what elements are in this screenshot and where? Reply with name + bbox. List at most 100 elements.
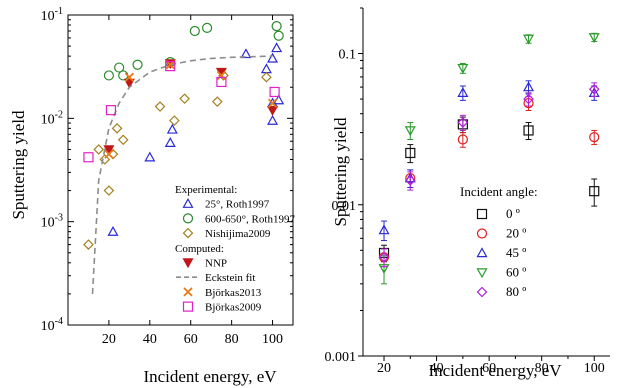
left-series [103, 59, 279, 156]
left-data-point [261, 71, 272, 83]
left-data-point [267, 98, 278, 108]
right-x-tick-label: 20 [377, 361, 391, 376]
left-y-tick-label: 10-3 [41, 213, 63, 231]
left-data-point [267, 105, 279, 116]
left-data-point [216, 76, 227, 88]
left-series [91, 55, 273, 294]
left-legend-marker [182, 301, 194, 312]
right-x-tick-label: 80 [535, 361, 549, 376]
right-data-point [457, 117, 469, 128]
left-plot-frame [67, 14, 294, 326]
right-legend-label: 0 º [506, 206, 520, 221]
left-x-tick-label: 40 [143, 332, 157, 347]
left-legend-label: Björkas2009 [205, 302, 262, 314]
left-data-point [216, 70, 227, 81]
left-data-point [117, 134, 129, 146]
left-legend-marker [182, 197, 194, 208]
right-axes [358, 7, 610, 361]
right-legend-label: 80 º [506, 284, 526, 299]
left-legend-label: 600-650°, Roth1997 [205, 213, 295, 225]
right-data-point [588, 33, 600, 44]
left-chart: 20 40 60 80 100 10-4 10-3 10-2 10-1 Incident ene… [9, 6, 295, 386]
right-legend-marker [476, 208, 488, 220]
left-data-point [260, 63, 272, 74]
right-series [378, 80, 600, 242]
right-x-tick-label: 40 [430, 361, 444, 376]
left-data-point [267, 114, 279, 125]
left-data-point [103, 70, 115, 81]
left-data-point [103, 145, 115, 156]
right-data-point [378, 251, 390, 263]
right-legend: Incident angle: 0 º 20 º 45 º 60 º 80 º [460, 184, 538, 299]
left-data-point [83, 239, 94, 250]
right-data-point [523, 93, 534, 105]
left-data-point [271, 21, 282, 32]
left-data-point [154, 101, 166, 112]
right-data-point [589, 186, 600, 197]
left-x-tick-label: 80 [225, 332, 239, 347]
left-y-tick-label: 10-2 [41, 109, 63, 127]
left-data-point [169, 115, 180, 126]
left-legend-marker [182, 213, 194, 224]
left-fit-line [91, 55, 273, 294]
left-x-tick-label: 100 [262, 332, 283, 347]
left-data-point [201, 22, 213, 34]
left-data-point [179, 93, 190, 105]
right-legend-marker [476, 228, 488, 239]
right-legend-marker [476, 286, 488, 298]
right-legend-label: 20 º [506, 226, 526, 241]
right-x-tick-label: 100 [584, 361, 605, 376]
left-legend-heading: Experimental: [175, 184, 237, 196]
right-y-tick-label: 0.1 [339, 48, 357, 63]
right-legend-label: 45 º [506, 245, 526, 260]
left-data-point [83, 152, 94, 163]
left-x-tick-label: 20 [102, 332, 116, 347]
left-data-point [105, 105, 117, 116]
right-data-point [523, 125, 534, 136]
left-legend-marker [183, 287, 193, 297]
left-data-layer [83, 21, 285, 294]
left-data-point [124, 72, 135, 82]
right-data-point [523, 34, 535, 45]
left-data-point [107, 225, 119, 236]
left-data-point [271, 42, 283, 53]
left-data-point [104, 149, 114, 159]
right-series [378, 32, 600, 285]
left-data-point [165, 61, 176, 72]
left-data-point [211, 96, 223, 108]
left-data-point [273, 30, 284, 41]
left-data-point [132, 59, 143, 70]
left-data-point [103, 185, 115, 196]
left-data-point [164, 137, 176, 147]
left-data-point [240, 48, 252, 59]
left-series [83, 70, 272, 250]
left-axes [67, 14, 294, 326]
right-legend-marker [476, 247, 488, 258]
left-series [83, 61, 280, 163]
left-y-axis-title: Sputtering yield [9, 110, 28, 220]
right-data-point [457, 134, 468, 145]
right-legend-title: Incident angle: [460, 184, 538, 199]
right-data-point [588, 83, 600, 95]
left-data-point [93, 144, 105, 155]
left-legend-marker [182, 258, 194, 269]
left-x-axis-title: Incident energy, eV [143, 367, 277, 386]
left-legend-label: 25°, Roth1997 [205, 199, 270, 211]
left-series [103, 21, 284, 81]
left-data-point [111, 122, 123, 134]
right-legend-marker [476, 268, 488, 279]
right-data-point [404, 175, 416, 186]
right-chart: 20 40 60 80 100 0.001 0.01 0.1 Incident energy,… [325, 7, 610, 380]
right-data-point [404, 126, 416, 137]
right-y-tick-label: 0.001 [325, 350, 357, 365]
right-data-point [457, 63, 469, 74]
left-legend-label: Nishijima2009 [205, 228, 271, 240]
right-series [378, 82, 600, 268]
left-data-point [114, 62, 125, 73]
left-y-tick-label: 10-4 [41, 316, 63, 334]
left-data-point [99, 154, 111, 165]
left-legend-marker [182, 227, 194, 239]
right-y-tick-label: 0.01 [332, 199, 357, 214]
left-data-point [123, 78, 135, 89]
left-tick-labels: 20 40 60 80 100 10-4 10-3 10-2 10-1 [41, 6, 283, 347]
